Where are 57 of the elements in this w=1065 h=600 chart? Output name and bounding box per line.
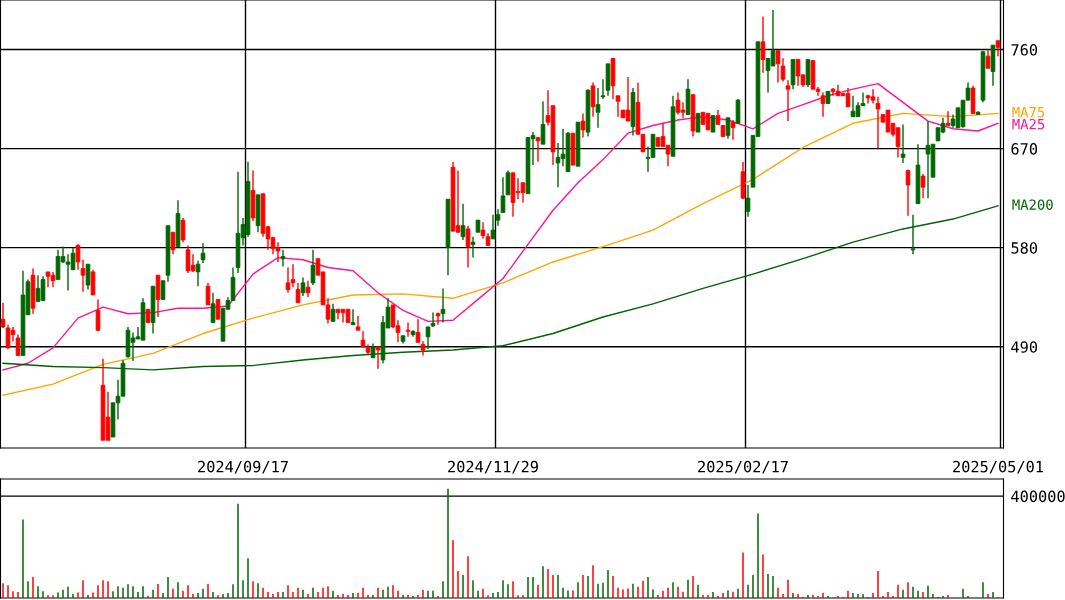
candlestick bbox=[900, 123, 906, 164]
x-tick-label: 2025/02/17 bbox=[698, 460, 788, 474]
y-tick-label: 580 bbox=[1011, 242, 1038, 254]
y-tick-label: 400000 bbox=[1011, 490, 1065, 503]
y-tick-label: 760 bbox=[1011, 44, 1038, 56]
candlestick bbox=[795, 58, 801, 87]
candlestick bbox=[205, 282, 211, 306]
x-tick-label: 2024/11/29 bbox=[448, 460, 538, 474]
candlestick bbox=[910, 213, 916, 255]
series-label: MA200 bbox=[1012, 199, 1053, 210]
candlestick bbox=[465, 224, 471, 269]
candlestick bbox=[195, 260, 201, 287]
candlestick bbox=[300, 276, 306, 297]
y-tick-label: 670 bbox=[1011, 143, 1038, 155]
candlestick bbox=[375, 346, 381, 370]
series-label: MA75 bbox=[1012, 107, 1045, 118]
candlestick bbox=[580, 112, 586, 139]
candlestick bbox=[200, 242, 206, 264]
candlestick bbox=[435, 311, 441, 326]
candlestick bbox=[90, 268, 96, 296]
candlestick bbox=[985, 48, 991, 69]
candlestick bbox=[170, 231, 176, 255]
candlestick bbox=[785, 79, 791, 122]
candlestick bbox=[180, 217, 186, 243]
candlestick bbox=[695, 112, 701, 133]
candlestick bbox=[210, 292, 216, 324]
candlestick bbox=[535, 136, 541, 163]
candlestick bbox=[310, 249, 316, 286]
candlestick bbox=[185, 244, 191, 274]
candlestick bbox=[355, 315, 361, 331]
candlestick bbox=[350, 308, 356, 326]
x-tick-label: 2025/05/01 bbox=[953, 460, 1043, 474]
line-series bbox=[2, 112, 999, 396]
candlestick bbox=[760, 15, 766, 74]
candlestick bbox=[920, 173, 926, 199]
candlestick bbox=[540, 100, 546, 145]
candlestick bbox=[405, 321, 411, 338]
candlestick bbox=[945, 110, 951, 127]
candlestick bbox=[215, 298, 221, 320]
candlestick bbox=[725, 117, 731, 140]
candlestick bbox=[470, 235, 476, 259]
candlestick bbox=[735, 98, 741, 124]
candlestick bbox=[85, 263, 91, 291]
x-tick-label: 2024/09/17 bbox=[198, 460, 288, 474]
candlestick bbox=[460, 202, 466, 241]
line-series bbox=[2, 82, 999, 371]
candlestick bbox=[590, 81, 596, 118]
candlestick bbox=[160, 279, 166, 301]
candlestick bbox=[905, 168, 911, 217]
candlestick bbox=[675, 91, 681, 116]
y-tick-label: 490 bbox=[1011, 341, 1038, 353]
candlestick bbox=[95, 298, 101, 333]
candlestick bbox=[820, 91, 826, 118]
candlestick bbox=[730, 119, 736, 141]
candlestick bbox=[280, 249, 286, 268]
series-label: MA25 bbox=[1012, 118, 1045, 130]
candlestick bbox=[440, 287, 446, 324]
